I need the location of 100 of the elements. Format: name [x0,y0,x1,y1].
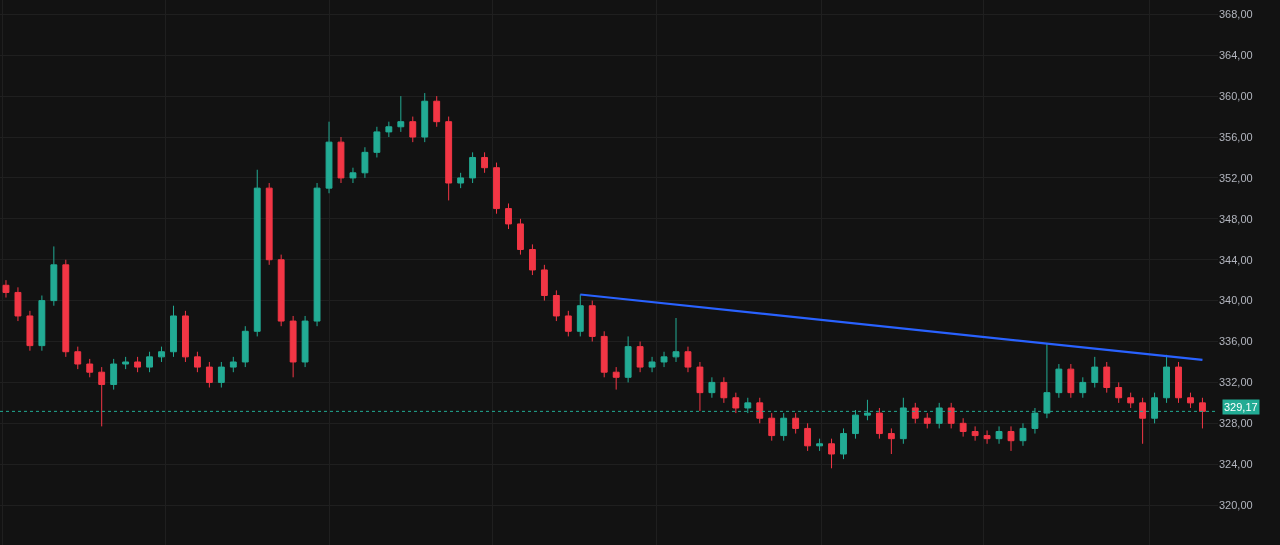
candlestick [684,346,692,373]
candlestick [1091,356,1099,389]
candlestick [122,356,130,370]
candlestick [205,361,213,389]
candlestick [229,356,237,373]
candlestick [349,167,357,184]
candlestick [481,151,488,174]
candlestick [1115,381,1123,404]
candlestick [995,425,1003,445]
candlestick [780,412,788,442]
candlestick [564,310,572,337]
candlestick [14,286,22,322]
candlestick [768,412,776,442]
candlestick [361,146,369,179]
candlestick [373,126,381,158]
candlestick [708,376,716,399]
candlestick [182,310,189,363]
candlestick [648,356,656,373]
candlestick [385,121,393,138]
candlestick [86,358,94,378]
candlestick [887,427,895,455]
candlestick [193,351,201,373]
candlestick [528,243,536,276]
candlestick [624,335,632,383]
candlestick [469,151,477,184]
candlestick [433,95,441,128]
candlestick [1103,361,1111,394]
candlestick [660,351,668,368]
candlestick [804,422,812,452]
candlestick [756,397,764,424]
candlestick [421,92,429,143]
y-tick-label: 356,00 [1219,130,1253,143]
candlestick [62,259,70,358]
candlestick [911,402,919,424]
y-tick-label: 352,00 [1219,171,1253,184]
candlestick [517,218,524,256]
candlestick [445,116,453,201]
candlestick [217,361,225,389]
candlestick [26,310,34,352]
y-tick-label: 332,00 [1219,376,1253,389]
candlestick [552,289,560,322]
candlestick [732,392,740,414]
candlestick [816,438,824,452]
candlestick [505,202,512,230]
y-tick-label: 320,00 [1219,498,1253,511]
candlestick [457,172,465,189]
candlestick [540,264,548,302]
candlestick [983,429,991,445]
candlestick [74,346,82,370]
candlestick [672,317,680,363]
y-tick-label: 360,00 [1219,89,1253,102]
candlestick [947,402,955,429]
candlestick [146,351,153,373]
candlestick [253,169,261,337]
candlestick [1127,392,1135,409]
candlestick [959,417,967,438]
candlestick [397,95,405,133]
candlestick [1187,392,1194,409]
candlestick [875,407,883,440]
y-tick-label: 348,00 [1219,212,1253,225]
y-tick-label: 340,00 [1219,294,1253,307]
candlestick [134,356,142,373]
candlestick [1007,425,1015,452]
candlestick [110,358,118,391]
candlestick [1079,376,1087,399]
y-tick-label: 328,00 [1219,417,1253,430]
candlestick [277,254,285,327]
candlestick [720,376,728,404]
candlestick [50,245,58,307]
candlestick [840,427,847,460]
candlestick [600,330,608,378]
candlestick [588,300,596,343]
candlestick [265,182,273,266]
candlestick [971,425,979,442]
candlestick [1139,397,1147,445]
ref-line-label: 329,17 [1224,401,1258,413]
candlestick [158,346,165,363]
candlestick [325,121,333,194]
candlestick [1199,397,1206,429]
candlestick [241,325,249,368]
y-tick-label: 364,00 [1219,49,1253,62]
candlestick [576,293,584,337]
candlestick [38,295,46,352]
candlestick [696,361,704,412]
candlestick [1163,354,1170,404]
candlestick [170,305,177,358]
candlestick [2,279,10,299]
candlestick [98,366,106,427]
y-tick-label: 344,00 [1219,253,1253,266]
candlestick [1055,363,1063,399]
y-tick-label: 324,00 [1219,458,1253,471]
candlestick [636,341,644,373]
candlestick [493,162,500,215]
candlestick [313,182,321,327]
candlestick [289,315,297,378]
candlestick [1175,361,1182,404]
candlestick [612,366,620,391]
candlestick [1019,422,1027,447]
candlestick [923,412,931,429]
candlestick [409,116,417,143]
